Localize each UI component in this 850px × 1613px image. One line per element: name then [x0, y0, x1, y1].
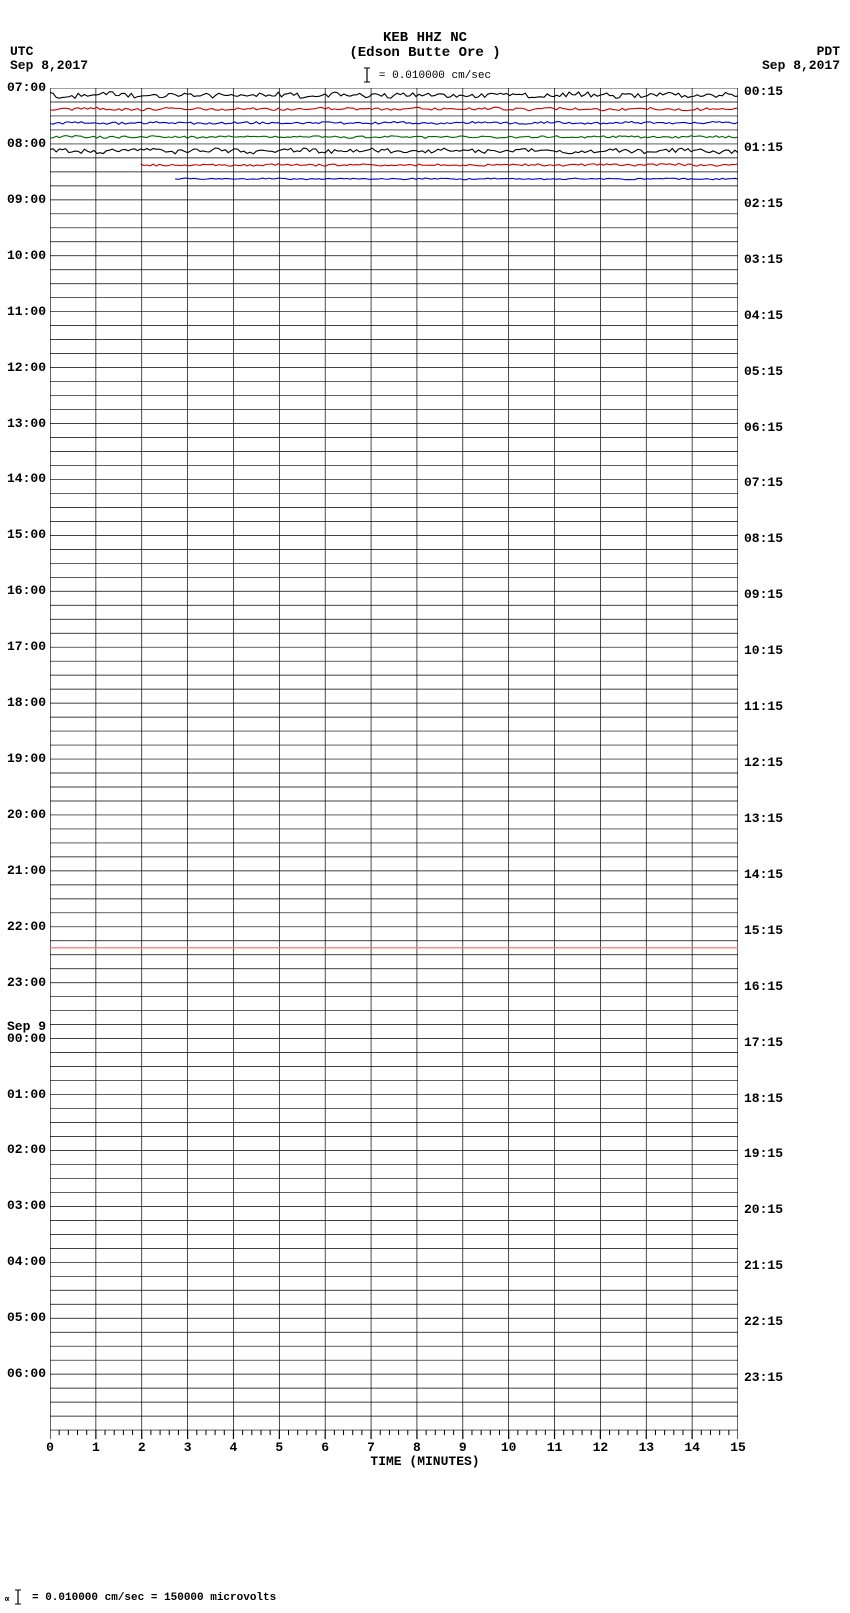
- x-tick-label: 1: [81, 1440, 111, 1455]
- right-hour-label: 20:15: [744, 1202, 783, 1217]
- right-hour-label: 09:15: [744, 587, 783, 602]
- date-right-label: Sep 8,2017: [762, 58, 840, 73]
- left-hour-label: 15:00: [0, 527, 46, 542]
- right-hour-label: 02:15: [744, 196, 783, 211]
- right-hour-label: 17:15: [744, 1035, 783, 1050]
- right-hour-label: 15:15: [744, 923, 783, 938]
- station-subtitle: (Edson Butte Ore ): [0, 45, 850, 61]
- right-hour-label: 06:15: [744, 420, 783, 435]
- left-date-marker: Sep 9: [0, 1019, 46, 1034]
- x-tick-label: 6: [310, 1440, 340, 1455]
- right-hour-label: 23:15: [744, 1370, 783, 1385]
- left-hour-label: 11:00: [0, 304, 46, 319]
- left-hour-label: 07:00: [0, 80, 46, 95]
- svg-text:∝: ∝: [4, 1594, 10, 1605]
- x-tick-label: 5: [264, 1440, 294, 1455]
- left-hour-label: 17:00: [0, 639, 46, 654]
- x-tick-label: 14: [677, 1440, 707, 1455]
- right-hour-label: 03:15: [744, 252, 783, 267]
- left-hour-label: 13:00: [0, 416, 46, 431]
- left-hour-label: 14:00: [0, 471, 46, 486]
- tz-right-label: PDT: [817, 44, 840, 59]
- left-hour-label: 22:00: [0, 919, 46, 934]
- right-hour-label: 00:15: [744, 84, 783, 99]
- left-hour-label: 06:00: [0, 1366, 46, 1381]
- seismogram-plot: [50, 88, 738, 1450]
- tz-left-label: UTC: [10, 44, 33, 59]
- x-tick-label: 15: [723, 1440, 753, 1455]
- right-hour-label: 13:15: [744, 811, 783, 826]
- left-hour-label: 21:00: [0, 863, 46, 878]
- left-hour-label: 16:00: [0, 583, 46, 598]
- right-hour-label: 22:15: [744, 1314, 783, 1329]
- right-hour-label: 21:15: [744, 1258, 783, 1273]
- right-hour-label: 01:15: [744, 140, 783, 155]
- x-tick-label: 3: [173, 1440, 203, 1455]
- x-axis-title: TIME (MINUTES): [0, 1454, 850, 1469]
- x-tick-label: 4: [218, 1440, 248, 1455]
- scale-label: = 0.010000 cm/sec: [0, 67, 850, 83]
- left-hour-label: 19:00: [0, 751, 46, 766]
- left-hour-label: 05:00: [0, 1310, 46, 1325]
- left-hour-label: 08:00: [0, 136, 46, 151]
- right-hour-label: 19:15: [744, 1146, 783, 1161]
- left-hour-label: 03:00: [0, 1198, 46, 1213]
- right-hour-label: 04:15: [744, 308, 783, 323]
- right-hour-label: 12:15: [744, 755, 783, 770]
- date-left-label: Sep 8,2017: [10, 58, 88, 73]
- left-hour-label: 09:00: [0, 192, 46, 207]
- right-hour-label: 11:15: [744, 699, 783, 714]
- x-tick-label: 11: [540, 1440, 570, 1455]
- left-hour-label: 02:00: [0, 1142, 46, 1157]
- x-tick-label: 13: [631, 1440, 661, 1455]
- right-hour-label: 16:15: [744, 979, 783, 994]
- right-hour-label: 18:15: [744, 1091, 783, 1106]
- left-hour-label: 10:00: [0, 248, 46, 263]
- right-hour-label: 10:15: [744, 643, 783, 658]
- right-hour-label: 07:15: [744, 475, 783, 490]
- right-hour-label: 08:15: [744, 531, 783, 546]
- left-hour-label: 18:00: [0, 695, 46, 710]
- x-tick-label: 8: [402, 1440, 432, 1455]
- footer-scale: ∝= 0.010000 cm/sec = 150000 microvolts: [4, 1589, 276, 1605]
- left-hour-label: 23:00: [0, 975, 46, 990]
- x-tick-label: 9: [448, 1440, 478, 1455]
- left-hour-label: 12:00: [0, 360, 46, 375]
- x-tick-label: 10: [494, 1440, 524, 1455]
- left-hour-label: 20:00: [0, 807, 46, 822]
- x-tick-label: 12: [585, 1440, 615, 1455]
- right-hour-label: 05:15: [744, 364, 783, 379]
- x-tick-label: 0: [35, 1440, 65, 1455]
- left-hour-label: 01:00: [0, 1087, 46, 1102]
- right-hour-label: 14:15: [744, 867, 783, 882]
- station-title: KEB HHZ NC: [0, 30, 850, 46]
- left-hour-label: 04:00: [0, 1254, 46, 1269]
- x-tick-label: 7: [356, 1440, 386, 1455]
- x-tick-label: 2: [127, 1440, 157, 1455]
